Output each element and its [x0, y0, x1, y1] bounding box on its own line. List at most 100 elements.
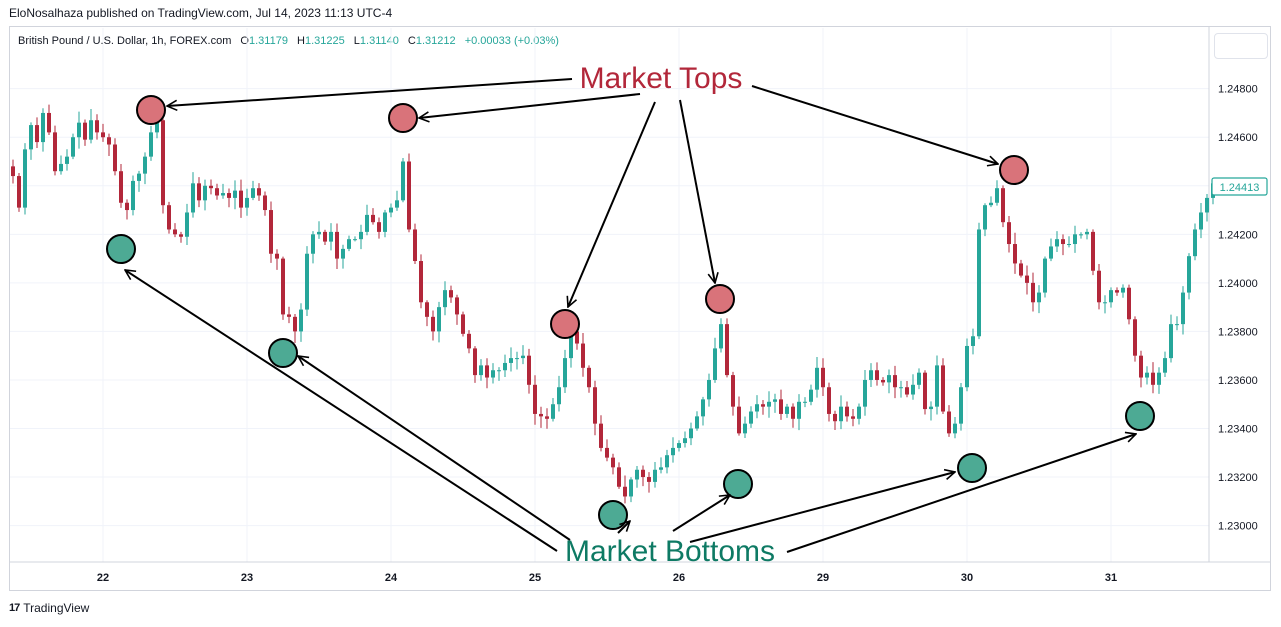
x-tick-label: 29: [817, 572, 829, 584]
toolbar-box[interactable]: [1214, 33, 1268, 59]
candle-body: [1187, 256, 1191, 293]
market-bottom-marker: [106, 234, 136, 264]
candle-body: [647, 477, 651, 482]
candle-body: [1181, 292, 1185, 325]
candle-body: [119, 171, 123, 203]
candle-body: [827, 387, 831, 414]
candle-body: [725, 324, 729, 376]
candle-body: [389, 207, 393, 213]
annotation-arrow: [672, 495, 730, 532]
candle-body: [1013, 244, 1017, 264]
candle-body: [1175, 324, 1179, 326]
annotation-arrow: [751, 85, 998, 164]
candle-body: [947, 411, 951, 434]
candle-body: [683, 438, 687, 444]
candle-body: [509, 358, 513, 363]
candle-body: [851, 416, 855, 419]
candle-body: [239, 190, 243, 208]
candle-body: [935, 365, 939, 407]
candle-body: [881, 379, 885, 383]
candle-body: [329, 231, 333, 242]
candle-body: [887, 375, 891, 383]
candle-body: [1133, 319, 1137, 356]
market-bottom-marker: [723, 469, 753, 499]
candle-body: [791, 406, 795, 419]
candle-body: [701, 399, 705, 417]
candle-body: [821, 367, 825, 388]
close-value: 1.31212: [415, 35, 456, 47]
candle-body: [965, 345, 969, 388]
y-axis-ticks: 1.248001.246001.244001.242001.240001.238…: [1218, 84, 1258, 533]
candle-body: [839, 406, 843, 422]
candle-body: [1163, 358, 1167, 373]
candle-body: [125, 202, 129, 211]
candle-body: [413, 229, 417, 262]
high-label: H: [297, 35, 305, 47]
candle-body: [983, 205, 987, 230]
candle-body: [929, 406, 933, 410]
candle-body: [167, 205, 171, 230]
candle-body: [941, 365, 945, 412]
candle-body: [1139, 355, 1143, 378]
candle-body: [1145, 372, 1149, 378]
low-label: L: [353, 35, 360, 47]
candle-body: [959, 387, 963, 424]
candle-body: [275, 253, 279, 259]
candle-body: [113, 144, 117, 172]
candle-body: [1037, 292, 1041, 303]
candle-body: [1193, 229, 1197, 257]
candle-body: [1049, 246, 1053, 259]
candle-body: [569, 331, 573, 359]
candles: [11, 104, 1215, 504]
candle-body: [779, 399, 783, 414]
candle-body: [47, 112, 51, 133]
candle-body: [671, 447, 675, 456]
candle-body: [923, 372, 927, 410]
candle-body: [1079, 234, 1083, 236]
candle-body: [833, 413, 837, 422]
low-value: 1.31140: [359, 35, 399, 47]
grid: [10, 28, 1209, 562]
candle-body: [521, 355, 525, 359]
candle-body: [149, 132, 153, 157]
candle-body: [95, 120, 99, 133]
candle-body: [107, 137, 111, 145]
candle-body: [515, 358, 519, 360]
candle-body: [1067, 244, 1071, 246]
symbol-name[interactable]: British Pound / U.S. Dollar, 1h, FOREX.c…: [18, 35, 232, 47]
candle-body: [491, 370, 495, 378]
candle-body: [287, 314, 291, 317]
market-bottom-marker: [1125, 401, 1155, 431]
footer-brand[interactable]: TradingView: [23, 601, 90, 615]
candle-body: [563, 358, 567, 388]
candle-body: [1115, 290, 1119, 293]
candle-body: [317, 231, 321, 235]
candle-body: [815, 367, 819, 390]
candle-body: [617, 467, 621, 487]
candle-body: [53, 132, 57, 172]
candle-body: [1127, 287, 1131, 320]
market-top-marker: [705, 284, 735, 314]
candle-body: [755, 404, 759, 412]
open-label: O: [240, 35, 249, 47]
candle-body: [971, 336, 975, 346]
market-tops-label: Market Tops: [580, 62, 743, 95]
candle-body: [593, 387, 597, 424]
candle-body: [227, 193, 231, 198]
candle-body: [605, 447, 609, 458]
candle-body: [1001, 188, 1005, 223]
candle-body: [539, 413, 543, 417]
current-price-value: 1.24413: [1220, 182, 1260, 194]
chart-frame: [9, 26, 1271, 591]
candle-body: [209, 185, 213, 189]
footer: 17 TradingView: [9, 601, 89, 615]
y-tick-label: 1.24600: [1218, 132, 1258, 144]
candle-body: [221, 193, 225, 196]
candle-body: [1055, 239, 1059, 247]
candle-body: [731, 375, 735, 407]
candle-body: [281, 258, 285, 315]
tradingview-logo-icon[interactable]: 17: [9, 602, 20, 614]
x-tick-label: 22: [97, 572, 109, 584]
candle-body: [497, 370, 501, 372]
candle-body: [743, 423, 747, 434]
